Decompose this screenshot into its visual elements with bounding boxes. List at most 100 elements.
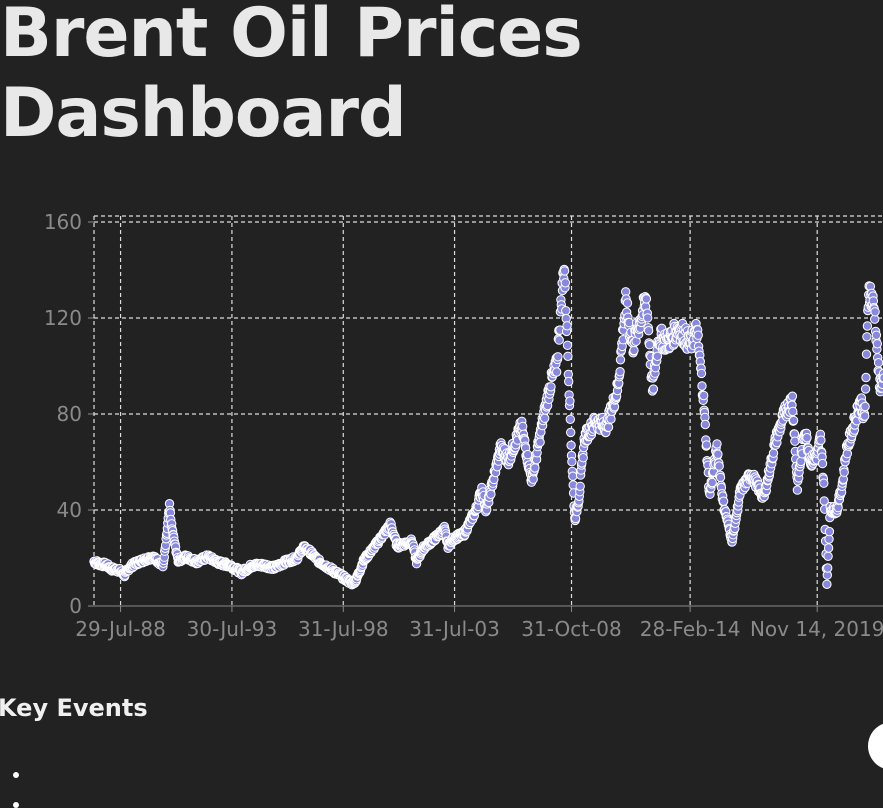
data-point <box>486 489 496 499</box>
data-point <box>535 437 545 447</box>
data-point <box>788 415 799 426</box>
points-layer <box>89 264 883 590</box>
data-point <box>707 477 717 488</box>
data-point <box>872 339 882 349</box>
oil-price-chart: 0 40 80 120 160 29-Jul-88 30-Jul-93 31-Jul-98 31… <box>0 200 883 650</box>
x-tick-label: 31-Oct-08 <box>521 617 621 641</box>
data-point <box>860 401 870 412</box>
data-point <box>699 390 709 401</box>
y-tick-label: 120 <box>44 306 82 330</box>
data-point <box>802 433 812 443</box>
data-point <box>714 461 724 471</box>
data-point <box>565 396 575 406</box>
data-point <box>861 349 872 359</box>
data-point <box>787 391 798 401</box>
data-point <box>879 373 883 383</box>
data-point <box>564 376 574 387</box>
data-point <box>644 340 655 350</box>
data-point <box>518 421 528 432</box>
data-point <box>615 367 625 377</box>
key-events-list <box>0 760 32 808</box>
data-point <box>823 563 833 573</box>
data-point <box>788 406 798 417</box>
data-point <box>700 419 710 430</box>
data-point <box>559 266 570 276</box>
data-point <box>575 481 585 491</box>
data-point <box>862 332 872 342</box>
floating-circle-button[interactable] <box>868 722 883 770</box>
data-point <box>697 381 707 391</box>
data-point <box>712 439 722 449</box>
data-point <box>553 352 563 362</box>
data-point <box>718 496 729 506</box>
data-point <box>701 440 712 450</box>
data-point <box>565 414 575 425</box>
data-point <box>860 411 870 421</box>
data-point <box>873 358 883 368</box>
data-point <box>817 458 828 469</box>
data-point <box>643 326 654 336</box>
data-point <box>696 368 707 379</box>
data-point <box>768 448 779 458</box>
y-tick-label: 40 <box>57 498 82 522</box>
data-point <box>861 372 871 383</box>
grid-layer <box>94 215 883 606</box>
data-point <box>823 551 833 561</box>
x-tick-label: 29-Jul-88 <box>75 617 166 641</box>
data-point <box>796 456 806 467</box>
data-point <box>563 351 573 362</box>
data-point <box>523 449 533 460</box>
data-point <box>842 448 852 459</box>
data-point <box>554 335 564 345</box>
x-tick-label: 31-Jul-98 <box>298 617 389 641</box>
data-point <box>552 367 562 377</box>
data-point <box>648 384 659 394</box>
data-point <box>860 384 871 394</box>
data-point <box>652 351 663 362</box>
x-tick-label: 30-Jul-93 <box>187 617 278 641</box>
y-tick-label: 80 <box>57 402 82 426</box>
data-point <box>562 340 573 351</box>
data-point <box>566 440 576 451</box>
data-point <box>816 435 826 445</box>
data-point <box>561 306 571 316</box>
axis-layer: 0 40 80 120 160 29-Jul-88 30-Jul-93 31-Jul-98 31… <box>44 210 883 641</box>
data-point <box>546 382 556 392</box>
data-point <box>643 313 653 323</box>
x-tick-label: 28-Feb-14 <box>640 617 741 641</box>
y-tick-label: 0 <box>69 594 82 618</box>
data-point <box>566 427 576 438</box>
x-tick-label: Nov 14, 2019 <box>750 617 883 641</box>
page-title: Brent Oil Prices Dashboard <box>0 0 583 153</box>
chart-svg: 0 40 80 120 160 29-Jul-88 30-Jul-93 31-Jul-98 31… <box>44 210 883 641</box>
data-point <box>641 294 652 304</box>
data-point <box>615 355 626 365</box>
data-point <box>560 278 571 288</box>
data-point <box>870 307 880 317</box>
key-events-title: Key Events <box>0 694 148 722</box>
data-point <box>530 463 540 473</box>
data-point <box>819 478 829 488</box>
data-point <box>792 485 803 495</box>
data-point <box>629 345 639 356</box>
data-point <box>568 471 578 481</box>
x-tick-label: 31-Jul-03 <box>409 617 500 641</box>
data-point <box>622 298 633 308</box>
data-point <box>562 321 572 331</box>
data-point <box>693 330 703 340</box>
data-point <box>871 330 882 340</box>
data-point <box>606 414 616 424</box>
data-point <box>540 413 550 423</box>
data-point <box>839 467 849 477</box>
data-point <box>823 543 834 553</box>
data-point <box>824 526 835 537</box>
data-point <box>715 472 726 483</box>
data-point <box>822 579 832 589</box>
data-point <box>790 436 800 446</box>
data-point <box>578 453 588 463</box>
data-point <box>567 457 577 467</box>
data-point <box>713 449 723 459</box>
data-point <box>862 321 873 331</box>
y-tick-label: 160 <box>44 210 82 234</box>
